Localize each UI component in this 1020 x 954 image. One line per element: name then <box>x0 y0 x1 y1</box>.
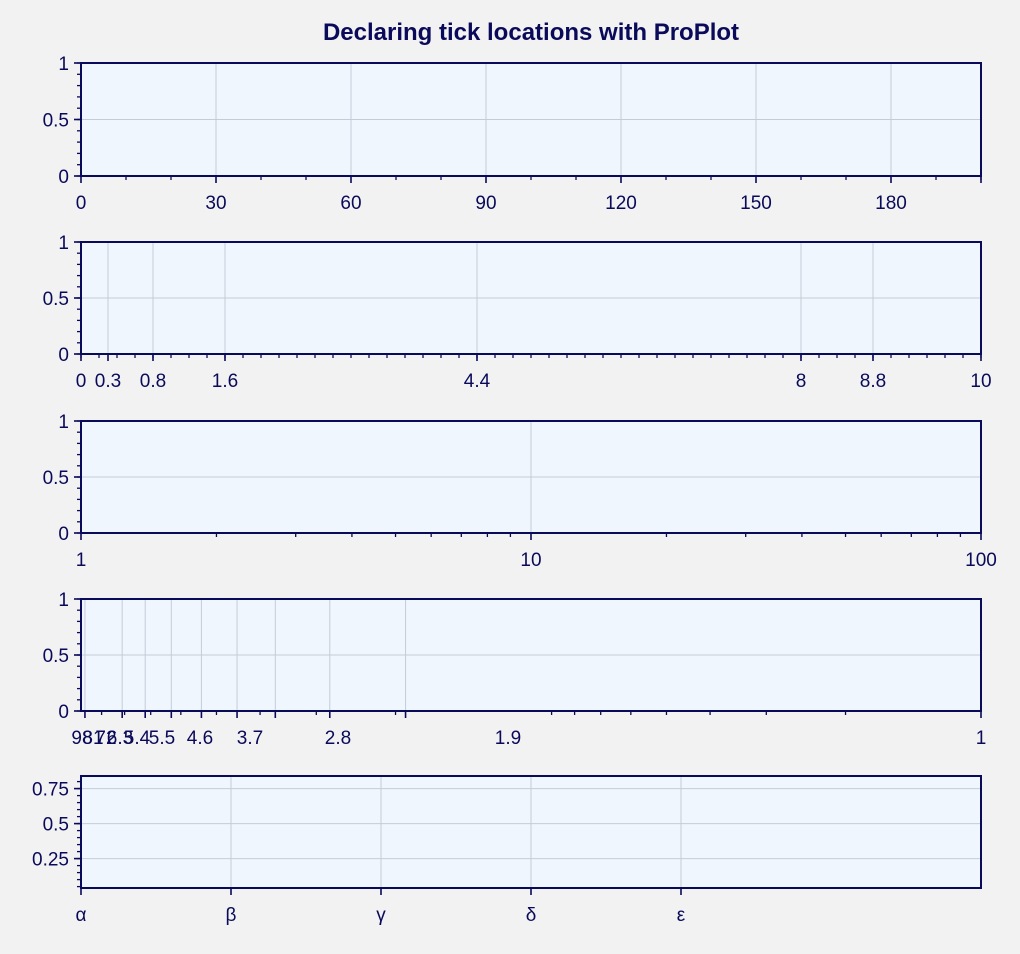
x-tick-label: 0 <box>76 371 87 392</box>
x-tick-label: α <box>76 905 87 926</box>
x-tick-label: 120 <box>605 193 637 214</box>
x-tick-label: 100 <box>965 550 997 571</box>
y-tick-label: 0 <box>58 345 69 366</box>
x-tick-label: 1.9 <box>495 728 521 749</box>
x-tick-label: 3.7 <box>237 728 263 749</box>
x-tick-label: 1.6 <box>212 371 238 392</box>
x-tick-label: 8 <box>796 371 807 392</box>
x-tick-label: 30 <box>205 193 226 214</box>
y-tick-label: 0.5 <box>43 815 69 836</box>
x-tick-label: 1 <box>76 550 87 571</box>
x-tick-label: 98 <box>71 728 92 749</box>
x-tick-label: 0.8 <box>140 371 166 392</box>
x-tick-label: 4.4 <box>464 371 491 392</box>
y-tick-label: 1 <box>58 54 69 75</box>
y-tick-label: 0 <box>58 167 69 188</box>
y-tick-label: 1 <box>58 590 69 611</box>
x-tick-label: 10 <box>520 550 541 571</box>
axes-spines <box>80 775 982 889</box>
y-tick-label: 0.75 <box>32 780 69 801</box>
x-tick-label: 180 <box>875 193 907 214</box>
x-tick-label: ε <box>677 905 686 926</box>
x-tick-label: γ <box>376 905 386 926</box>
axes-spines <box>80 420 982 534</box>
axes-spines <box>80 598 982 712</box>
axes-spines <box>80 62 982 177</box>
axes-panel-3: 1 10 100 0 0.5 1 <box>43 412 997 571</box>
x-tick-label: 8.8 <box>860 371 886 392</box>
x-tick-label: 0.3 <box>95 371 121 392</box>
x-tick-label: 10 <box>970 371 991 392</box>
axes-panel-5: α β γ δ ε 0.25 0.5 0.75 <box>32 775 982 926</box>
y-tick-label: 0.5 <box>43 468 69 489</box>
y-tick-label: 0.5 <box>43 646 69 667</box>
y-tick-label: 1 <box>58 412 69 433</box>
axes-panel-1: 0 30 60 90 120 150 180 0 0.5 1 <box>43 54 982 214</box>
x-tick-label: 5.4 <box>124 728 151 749</box>
y-tick-label: 0.25 <box>32 850 69 871</box>
x-tick-label: 5.5 <box>149 728 175 749</box>
figure-title: Declaring tick locations with ProPlot <box>323 19 739 46</box>
x-tick-label: 81 <box>82 728 103 749</box>
axes-spines <box>80 241 982 355</box>
x-tick-label: 90 <box>475 193 496 214</box>
x-tick-label: 150 <box>740 193 772 214</box>
axes-panel-2: 0 0.3 0.8 1.6 4.4 8 8.8 10 0 0.5 1 <box>43 233 992 392</box>
y-tick-label: 0 <box>58 524 69 545</box>
y-tick-label: 0 <box>58 702 69 723</box>
x-tick-label: δ <box>526 905 537 926</box>
x-tick-label: β <box>226 905 237 926</box>
x-tick-label: 1 <box>976 728 987 749</box>
y-tick-label: 1 <box>58 233 69 254</box>
x-tick-label: 2.8 <box>325 728 351 749</box>
x-tick-label: 4.6 <box>187 728 213 749</box>
y-tick-label: 0.5 <box>43 111 69 132</box>
x-tick-label: 60 <box>340 193 361 214</box>
x-tick-label: 0 <box>76 193 87 214</box>
x-tick-label: 6.3 <box>107 728 133 749</box>
x-tick-label: 72 <box>95 728 116 749</box>
y-tick-label: 0.5 <box>43 289 69 310</box>
